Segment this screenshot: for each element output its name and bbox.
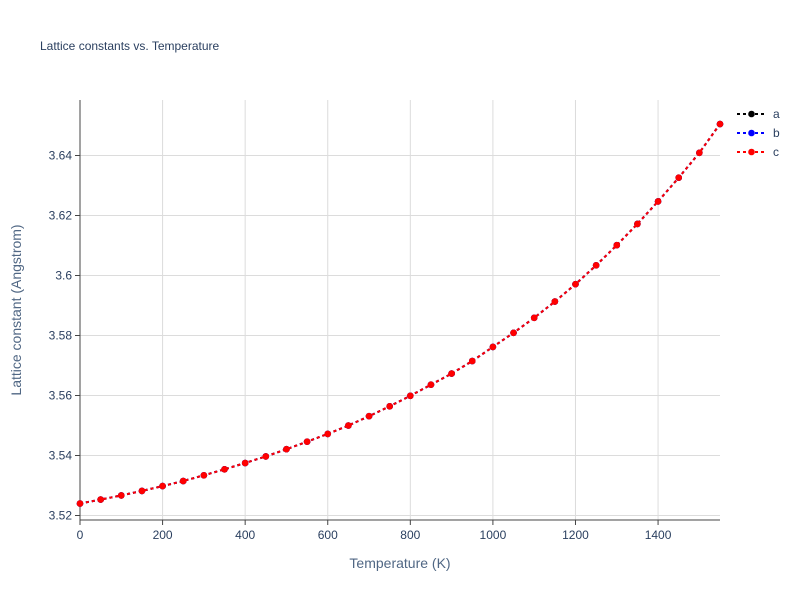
- y-tick-label: 3.62: [49, 209, 73, 223]
- legend-item-b[interactable]: b: [737, 126, 780, 140]
- legend-label-a: a: [773, 107, 780, 121]
- legend-marker-b: [748, 129, 755, 137]
- x-tick-label: 1400: [645, 528, 672, 542]
- chart-title: Lattice constants vs. Temperature: [40, 39, 220, 53]
- data-point-c: [324, 430, 332, 438]
- legend-label-c: c: [773, 145, 779, 159]
- data-point-c: [675, 174, 683, 181]
- data-point-c: [551, 298, 559, 305]
- data-point-c: [696, 149, 703, 157]
- data-point-c: [303, 438, 311, 446]
- series-c: [76, 120, 724, 507]
- data-point-c: [345, 422, 352, 429]
- data-point-c: [221, 466, 228, 473]
- y-tick-label: 3.6: [55, 269, 72, 283]
- x-tick-label: 200: [153, 528, 173, 542]
- data-point-c: [654, 198, 662, 205]
- x-tick-label: 400: [235, 528, 255, 542]
- legend-label-b: b: [773, 126, 780, 140]
- x-tick-label: 800: [400, 528, 420, 542]
- x-tick-label: 1200: [562, 528, 589, 542]
- data-point-c: [448, 370, 455, 377]
- data-point-c: [613, 241, 621, 249]
- y-tick-label: 3.58: [49, 329, 73, 343]
- data-point-c: [200, 472, 208, 479]
- series-line-c: [79, 123, 721, 505]
- data-point-c: [530, 314, 538, 322]
- data-point-c: [489, 343, 497, 351]
- data-point-c: [262, 453, 270, 460]
- data-point-c: [179, 477, 187, 485]
- data-point-c: [427, 381, 435, 389]
- data-point-c: [241, 459, 249, 467]
- data-point-c: [716, 120, 724, 128]
- x-tick-label: 0: [77, 528, 84, 542]
- legend-item-a[interactable]: a: [737, 107, 780, 121]
- data-point-c: [97, 496, 104, 503]
- series-layer: [76, 120, 724, 507]
- legend-marker-c: [748, 148, 755, 156]
- legend-item-c[interactable]: c: [737, 145, 779, 159]
- x-tick-label: 600: [318, 528, 338, 542]
- y-tick-label: 3.56: [49, 389, 73, 403]
- grid: [80, 100, 720, 520]
- x-tick-label: 1000: [480, 528, 507, 542]
- data-point-c: [283, 445, 290, 453]
- data-point-c: [407, 392, 414, 400]
- data-point-c: [468, 357, 476, 365]
- data-point-c: [510, 329, 517, 337]
- data-point-c: [592, 262, 600, 269]
- data-point-c: [76, 500, 84, 507]
- legend[interactable]: abc: [737, 107, 780, 159]
- y-axis-title: Lattice constant (Angstrom): [8, 224, 24, 395]
- y-tick-label: 3.54: [49, 449, 73, 463]
- y-tick-label: 3.52: [49, 509, 73, 523]
- data-point-c: [634, 220, 641, 228]
- data-point-c: [117, 492, 125, 499]
- data-point-c: [138, 487, 146, 495]
- y-tick-label: 3.64: [49, 149, 73, 163]
- data-point-c: [572, 280, 579, 288]
- legend-marker-a: [748, 110, 755, 118]
- data-point-c: [365, 412, 373, 420]
- data-point-c: [386, 403, 393, 410]
- data-point-c: [159, 482, 166, 490]
- x-axis-title: Temperature (K): [349, 555, 450, 571]
- axes: 0 200 400 600 800 1000 1200 1400 3.52 3.54 3.56 3.5…: [49, 100, 720, 542]
